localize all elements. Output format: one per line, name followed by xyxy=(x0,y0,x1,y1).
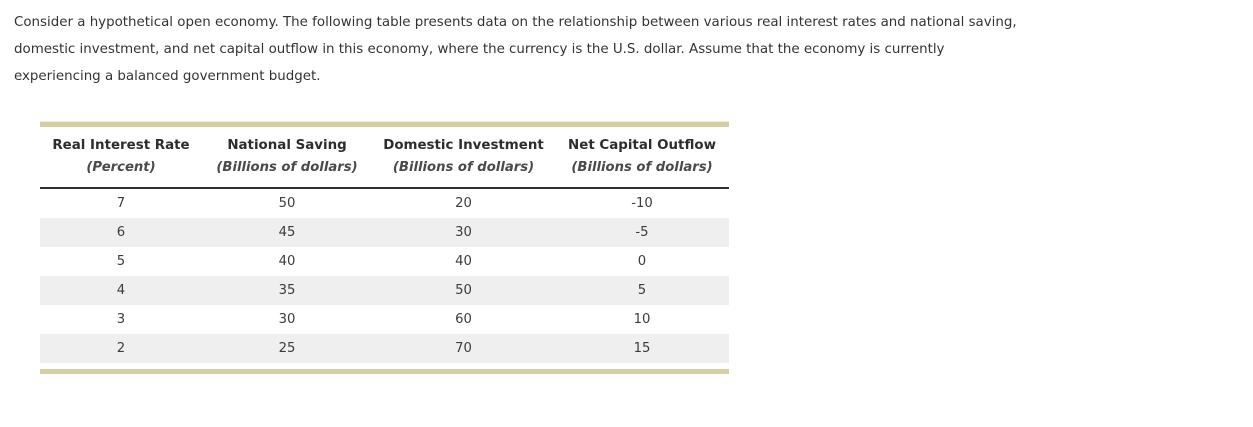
column-header-net-capital-outflow: Net Capital Outflow (Billions of dollars… xyxy=(555,127,729,189)
column-title: Real Interest Rate xyxy=(52,138,190,153)
column-title: Domestic Investment xyxy=(383,138,544,153)
table-cell: 6 xyxy=(116,225,126,240)
column-unit: (Billions of dollars) xyxy=(571,160,713,175)
question-line: experiencing a balanced government budge… xyxy=(14,69,321,84)
table-cell: -10 xyxy=(631,196,653,211)
table-cell: 7 xyxy=(116,196,126,211)
table-cell: 35 xyxy=(278,283,296,298)
question-line: domestic investment, and net capital out… xyxy=(14,42,945,57)
table-cell: 25 xyxy=(278,341,296,356)
table-header: Real Interest Rate (Percent) National Sa… xyxy=(40,127,729,189)
table-cell: 4 xyxy=(116,283,126,298)
rates-saving-table: Real Interest Rate (Percent) National Sa… xyxy=(40,127,729,363)
table-cell: 15 xyxy=(633,341,651,356)
table-cell: 3 xyxy=(116,312,126,327)
table-cell: 2 xyxy=(116,341,126,356)
table-cell: 20 xyxy=(455,196,472,211)
table-cell: 40 xyxy=(455,254,472,269)
table-cell: 45 xyxy=(278,225,296,240)
column-unit: (Billions of dollars) xyxy=(216,160,358,175)
column-header-domestic-investment: Domestic Investment (Billions of dollars… xyxy=(372,127,555,189)
header-row: Real Interest Rate (Percent) National Sa… xyxy=(40,127,729,189)
column-unit: (Billions of dollars) xyxy=(392,160,535,175)
table-cell: 50 xyxy=(455,283,472,298)
table-row: 6 45 30 -5 xyxy=(40,218,729,247)
table-body: 7 50 20 -10 6 45 30 -5 5 40 40 0 4 35 50 xyxy=(40,188,729,363)
table-cell: 5 xyxy=(116,254,126,269)
table-cell: -5 xyxy=(635,225,649,240)
data-table: Real Interest Rate (Percent) National Sa… xyxy=(40,121,729,374)
column-title: Net Capital Outflow xyxy=(568,138,716,153)
table-row: 7 50 20 -10 xyxy=(40,188,729,218)
question-line: Consider a hypothetical open economy. Th… xyxy=(14,15,1017,30)
table-row: 5 40 40 0 xyxy=(40,247,729,276)
table-cell: 5 xyxy=(637,283,647,298)
column-unit: (Percent) xyxy=(86,160,156,175)
table-cell: 40 xyxy=(278,254,296,269)
table-row: 4 35 50 5 xyxy=(40,276,729,305)
table-cell: 0 xyxy=(637,254,647,269)
table-row: 3 30 60 10 xyxy=(40,305,729,334)
table-bottom-border xyxy=(40,369,729,374)
column-header-real-interest-rate: Real Interest Rate (Percent) xyxy=(40,127,202,189)
table-cell: 60 xyxy=(455,312,472,327)
column-header-national-saving: National Saving (Billions of dollars) xyxy=(202,127,372,189)
table-cell: 50 xyxy=(278,196,296,211)
table-cell: 30 xyxy=(278,312,296,327)
question-text: Consider a hypothetical open economy. Th… xyxy=(14,9,1017,90)
table-top-border xyxy=(40,121,729,127)
table-cell: 30 xyxy=(455,225,472,240)
table-cell: 10 xyxy=(633,312,651,327)
column-title: National Saving xyxy=(227,138,347,153)
table-row: 2 25 70 15 xyxy=(40,334,729,363)
table-cell: 70 xyxy=(455,341,472,356)
